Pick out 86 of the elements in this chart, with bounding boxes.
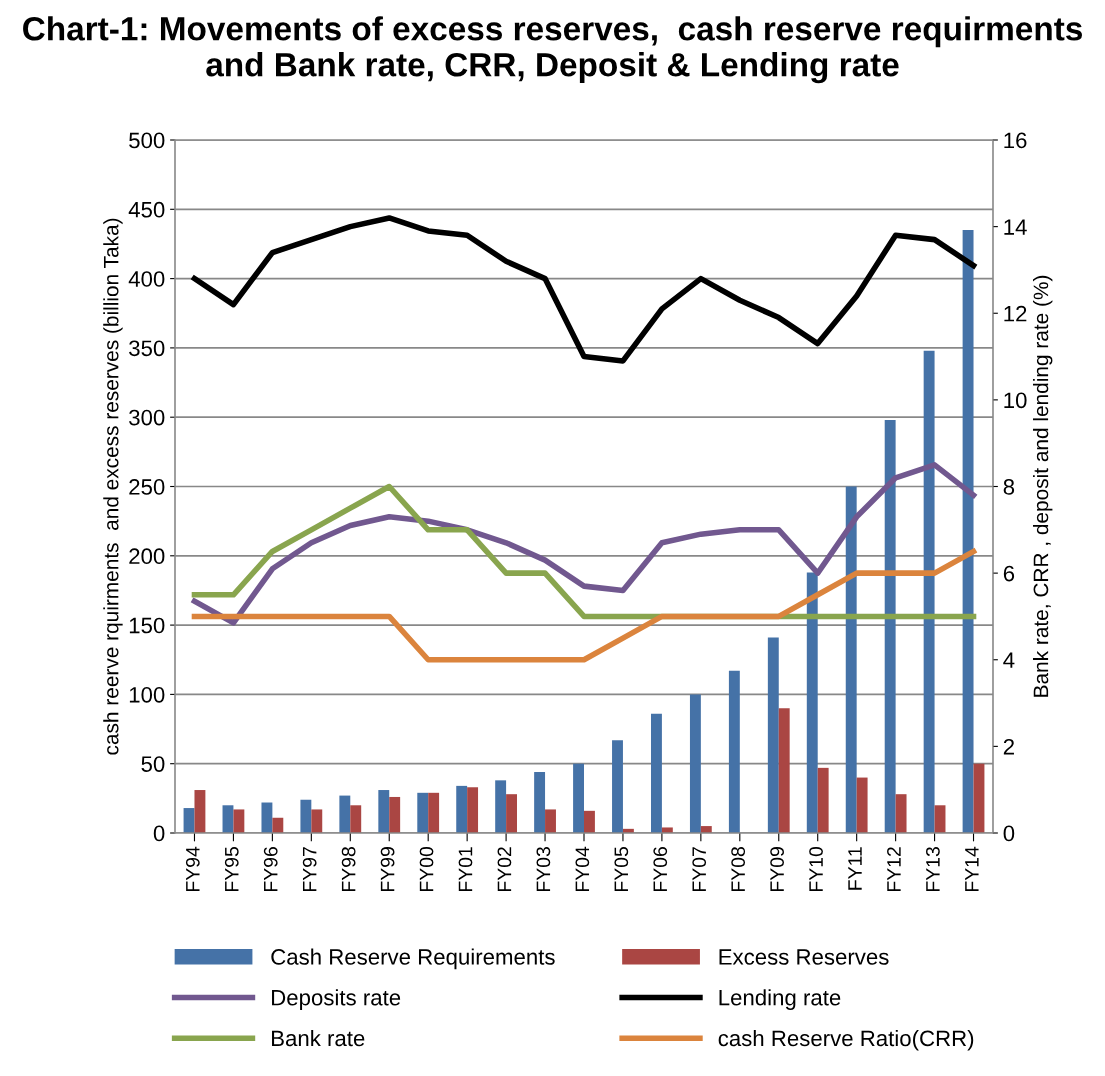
bar: [728, 670, 740, 833]
legend-label: cash Reserve Ratio(CRR): [718, 1029, 974, 1051]
x-tick-label: FY98: [341, 847, 356, 892]
x-tick-label: FY95: [224, 847, 239, 892]
y-tick-label: 250: [129, 479, 165, 495]
x-tick-label: FY09: [770, 847, 784, 892]
bar: [767, 637, 779, 833]
bar: [806, 572, 818, 833]
y-tick-label: 500: [129, 132, 165, 149]
bar: [845, 486, 857, 833]
bar: [467, 787, 479, 833]
y2-axis-title: Bank rate, CRR , deposit and lending rate (%): [1032, 275, 1053, 697]
y2-tick-label: 10: [1004, 392, 1027, 409]
y-tick-label: 200: [129, 548, 165, 565]
x-tick-label: FY99: [380, 847, 395, 892]
bar: [339, 795, 351, 833]
bar: [350, 805, 362, 833]
y-tick-label: 100: [129, 686, 165, 703]
y-tick-label: 400: [128, 271, 165, 287]
x-tick-label: FY10: [809, 846, 823, 892]
x-tick-label: FY13: [926, 847, 940, 892]
y-tick-label: 50: [141, 756, 165, 772]
bar: [233, 809, 245, 833]
bar: [272, 817, 284, 833]
x-tick-label: FY96: [263, 847, 278, 892]
y2-tick-label: 8: [1003, 479, 1015, 495]
x-tick-label: FY12: [887, 847, 901, 892]
y-tick-label: 450: [128, 201, 165, 218]
y2-tick-label: 6: [1003, 565, 1015, 582]
bar: [923, 350, 935, 833]
x-tick-label: FY03: [536, 847, 551, 892]
y2-tick-label: 14: [1004, 219, 1027, 235]
bar: [495, 780, 507, 833]
bar: [389, 796, 401, 833]
x-tick-label: FY06: [653, 847, 668, 892]
legend-label: Cash Reserve Requirements: [271, 948, 555, 970]
y2-tick-label: 0: [1003, 825, 1015, 842]
bar: [884, 419, 896, 833]
bar: [311, 809, 323, 833]
legend-label: Excess Reserves: [719, 949, 889, 965]
y-axis-title: cash reerve rquirments and excess reserves (billion Taka): [103, 218, 123, 755]
y-tick-label: 300: [129, 409, 165, 426]
x-tick-label: FY07: [692, 847, 707, 892]
bar: [300, 799, 312, 833]
bar: [895, 794, 907, 833]
legend-label: Bank rate: [272, 1029, 365, 1047]
bar: [506, 794, 517, 833]
bar: [545, 809, 556, 833]
bar: [428, 792, 440, 833]
y2-tick-label: 12: [1004, 305, 1027, 322]
bar: [573, 763, 584, 833]
bar: [661, 827, 673, 833]
x-tick-label: FY97: [302, 847, 317, 892]
chart-title: Chart-1: Movements of excess reserves, cash reserve requirments and Bank rate, CRR, Deposit & Lending rate: [23, 16, 1082, 84]
bar: [689, 694, 701, 833]
x-tick-label: FY94: [185, 846, 200, 892]
x-tick-label: FY14: [965, 846, 979, 892]
y-tick-label: 150: [129, 617, 165, 634]
y2-tick-label: 16: [1004, 132, 1027, 149]
bar: [417, 792, 429, 833]
y-tick-label: 0: [153, 825, 165, 842]
x-tick-label: FY05: [614, 847, 629, 892]
y2-tick-label: 2: [1003, 738, 1014, 755]
bar: [261, 802, 273, 833]
x-tick-label: FY04: [575, 846, 590, 892]
legend-label: Deposits rate: [272, 989, 401, 1010]
x-tick-label: FY02: [497, 847, 512, 892]
bar: [973, 763, 985, 833]
bar: [194, 790, 206, 833]
x-tick-label: FY11: [848, 847, 862, 890]
x-tick-label: FY00: [419, 846, 434, 892]
bar: [612, 740, 623, 833]
bar: [651, 713, 662, 833]
y2-tick-label: 4: [1003, 652, 1015, 668]
bar: [962, 230, 974, 833]
bar: [378, 790, 390, 833]
bar: [778, 708, 790, 833]
bar: [817, 767, 829, 833]
x-tick-label: FY08: [731, 847, 746, 892]
y-tick-label: 350: [129, 340, 165, 357]
x-tick-label: FY01: [458, 847, 473, 892]
bar: [856, 777, 868, 833]
bar: [534, 772, 546, 833]
legend-label: Lending rate: [719, 989, 841, 1010]
bar: [456, 785, 468, 833]
bar: [584, 810, 595, 833]
